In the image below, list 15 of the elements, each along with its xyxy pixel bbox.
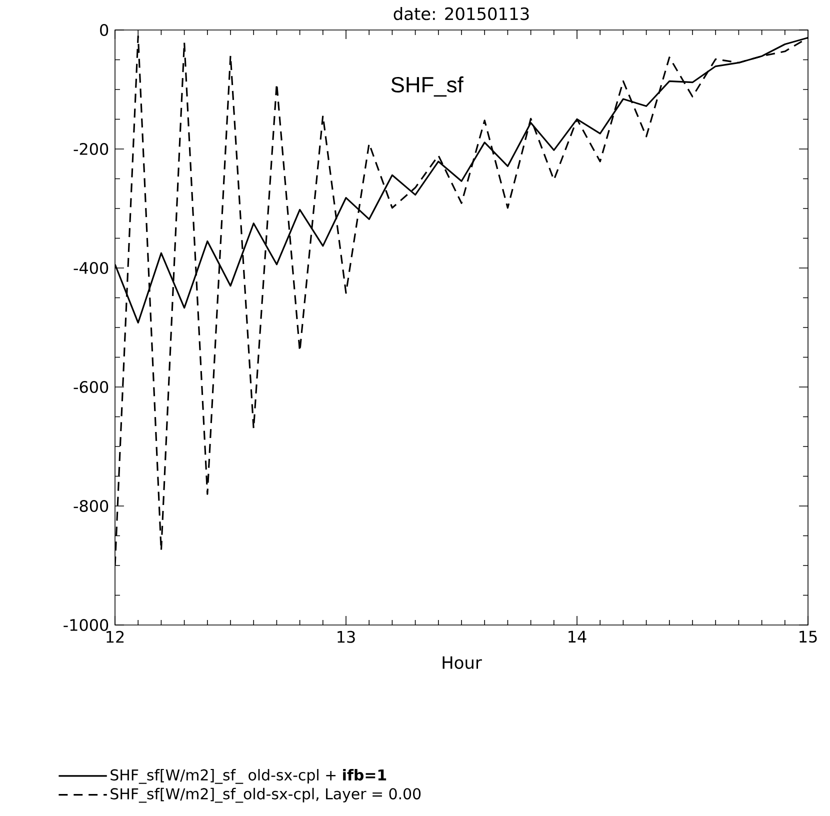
chart-title: date: 20150113 <box>394 7 529 20</box>
legend-label: SHF_sf[W/m2]_sf_ old-sx-cpl + ifb=1 <box>110 769 386 784</box>
y-tick-label: -800 <box>74 500 108 512</box>
x-tick-label: 14 <box>568 630 586 642</box>
x-tick-label: 15 <box>800 630 817 643</box>
y-tick-label: -400 <box>74 262 108 274</box>
x-tick-label: 12 <box>106 630 124 643</box>
y-tick-label: -200 <box>74 142 108 156</box>
annotation: SHF_sf <box>391 76 464 97</box>
y-tick-label: 0 <box>100 24 108 36</box>
y-tick-label: -600 <box>74 380 108 394</box>
x-axis-title: Hour <box>442 656 482 669</box>
y-tick-label: -1000 <box>64 618 108 632</box>
legend-label: SHF_sf[W/m2]_sf_old-sx-cpl, Layer = 0.00 <box>110 788 421 803</box>
x-tick-label: 13 <box>338 630 355 643</box>
